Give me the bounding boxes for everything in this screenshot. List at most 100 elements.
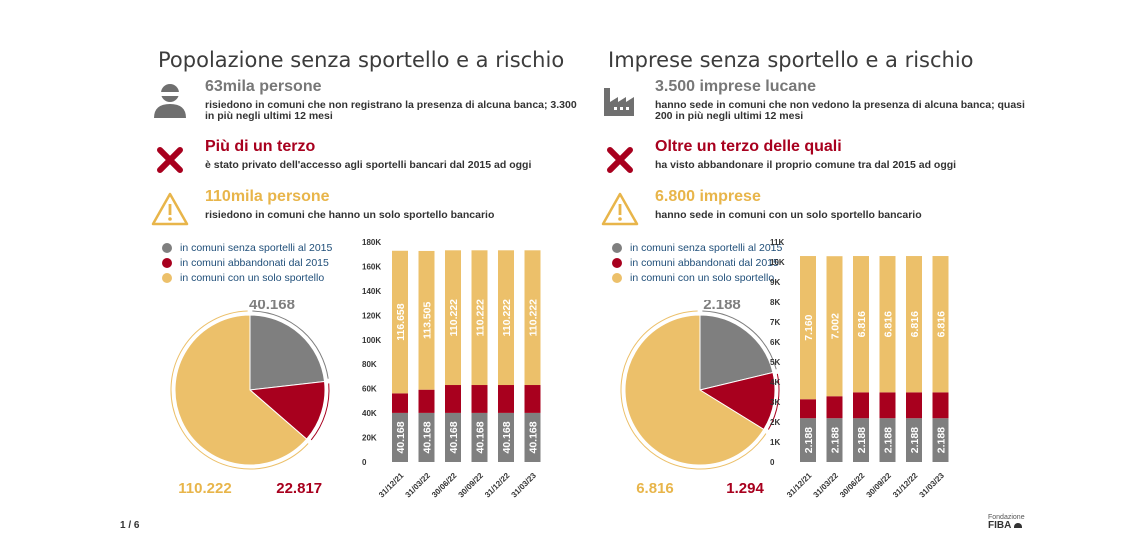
bar-segment (418, 250, 435, 390)
panel-title: Popolazione senza sportello e a rischio (158, 48, 565, 72)
population-bar-chart: 0 20K 40K 60K 80K 100K 120K 140K 160K 180K 40.168 1… (362, 238, 541, 500)
bar-segment (853, 256, 869, 393)
companies-pie-chart: 2.188 1.294 6.816 (620, 300, 780, 497)
y-tick-label: 0 (770, 458, 775, 467)
bar-value-label: 110.222 (528, 299, 540, 337)
legend-item: in comuni con un solo sportello (162, 270, 332, 285)
bar-segment (826, 256, 843, 397)
stat-text: hanno sede in comuni con un solo sportel… (655, 209, 922, 221)
x-tick-label: 30/09/22 (457, 471, 486, 500)
pie-value-label: 6.816 (636, 480, 674, 497)
chart-legend: in comuni senza sportelli al 2015 in com… (162, 240, 332, 285)
bar-segment (418, 389, 435, 413)
pie-value-label: 110.222 (178, 480, 231, 497)
bar-value-label: 6.816 (909, 311, 921, 337)
bar-segment (879, 256, 896, 393)
pie-slice-outline (310, 383, 330, 441)
bar-value-label: 2.188 (936, 427, 948, 453)
x-tick-label: 31/03/23 (918, 471, 947, 500)
bar-value-label: 2.188 (830, 427, 842, 453)
y-tick-label: 8K (770, 298, 780, 307)
bar-segment (826, 396, 843, 419)
y-tick-label: 1K (770, 438, 780, 447)
page-indicator: 1 / 6 (120, 520, 140, 531)
bar-value-label: 6.816 (883, 311, 895, 337)
bar-segment (932, 418, 949, 462)
pie-slice (248, 380, 326, 440)
x-tick-label: 31/03/22 (812, 471, 841, 500)
pie-slice (174, 314, 308, 466)
y-tick-label: 10K (770, 258, 785, 267)
stat-headline: 63mila persone (205, 78, 322, 95)
pie-value-label: 22.817 (276, 480, 322, 497)
bar-segment (498, 250, 514, 386)
companies-bar-chart: 0 1K 2K 3K 4K 5K 6K 7K 8K 9K 10K 11K 2.188 7.160 31/12… (770, 238, 949, 500)
bar-value-label: 2.188 (883, 427, 895, 453)
bar-value-label: 2.188 (909, 427, 921, 453)
x-tick-label: 31/12/22 (891, 471, 920, 500)
cross-icon (157, 147, 183, 173)
bar-value-label: 40.168 (422, 421, 434, 453)
y-tick-label: 180K (362, 238, 381, 247)
stat-headline: Più di un terzo (205, 138, 316, 155)
y-tick-label: 0 (362, 458, 367, 467)
bar-segment (445, 412, 461, 462)
bar-value-label: 7.002 (830, 313, 842, 339)
warning-icon (151, 192, 189, 226)
bar-segment (524, 250, 541, 386)
bar-value-label: 2.188 (803, 427, 815, 453)
stat-text: è stato privato dell'accesso agli sporte… (205, 159, 532, 171)
pie-slice (249, 314, 326, 391)
pie-slice-outline (620, 310, 767, 470)
legend-item: in comuni con un solo sportello (612, 270, 782, 285)
stat-headline: 6.800 imprese (655, 188, 761, 205)
y-tick-label: 120K (362, 311, 381, 320)
y-tick-label: 11K (770, 238, 784, 247)
stat-headline: 110mila persone (205, 188, 330, 205)
stat-text: hanno sede in comuni che non vedono la p… (655, 99, 1025, 122)
bar-segment (906, 392, 922, 419)
bar-value-label: 2.188 (856, 427, 868, 453)
bar-segment (418, 412, 435, 462)
bar-value-label: 40.168 (448, 421, 460, 453)
bar-segment (879, 418, 896, 462)
pie-slice-outline (170, 310, 309, 470)
legend-item: in comuni senza sportelli al 2015 (162, 240, 332, 255)
y-tick-label: 3K (770, 398, 780, 407)
legend-item: in comuni abbandonati dal 2015 (162, 255, 332, 270)
y-tick-label: 60K (362, 385, 377, 394)
pie-slice (699, 314, 774, 391)
pie-slice-outline (702, 310, 777, 370)
x-tick-label: 30/06/22 (838, 471, 867, 500)
bar-segment (498, 412, 514, 462)
bar-segment (498, 385, 514, 413)
chart-legend: in comuni senza sportelli al 2015 in com… (612, 240, 782, 285)
bar-segment (853, 418, 869, 462)
y-tick-label: 9K (770, 278, 780, 287)
population-panel: Popolazione senza sportello e a rischio … (150, 0, 577, 500)
y-tick-label: 4K (770, 378, 780, 387)
x-tick-label: 31/12/21 (377, 471, 406, 500)
bar-segment (932, 256, 949, 393)
y-tick-label: 160K (362, 262, 381, 271)
population-pie-chart: 40.168 22.817 110.222 (170, 300, 330, 497)
pie-slice-outline (767, 373, 780, 430)
panel-title: Imprese senza sportello e a rischio (608, 48, 974, 72)
y-tick-label: 2K (770, 418, 780, 427)
stat-headline: Oltre un terzo delle quali (655, 138, 842, 155)
pie-value-label: 40.168 (249, 300, 295, 313)
bar-value-label: 6.816 (856, 311, 868, 337)
bar-segment (906, 256, 922, 393)
pie-value-label: 2.188 (703, 300, 741, 313)
bar-segment (800, 256, 816, 400)
bar-segment (826, 418, 843, 462)
person-icon (154, 84, 186, 118)
bar-value-label: 6.816 (936, 311, 948, 337)
bar-segment (392, 250, 408, 394)
bar-value-label: 40.168 (395, 421, 407, 453)
bar-segment (471, 412, 488, 462)
bar-segment (471, 385, 488, 413)
stat-headline: 3.500 imprese lucane (655, 78, 816, 95)
companies-panel: Imprese senza sportello e a rischio 3.50… (600, 0, 1025, 500)
x-tick-label: 31/12/21 (785, 471, 814, 500)
